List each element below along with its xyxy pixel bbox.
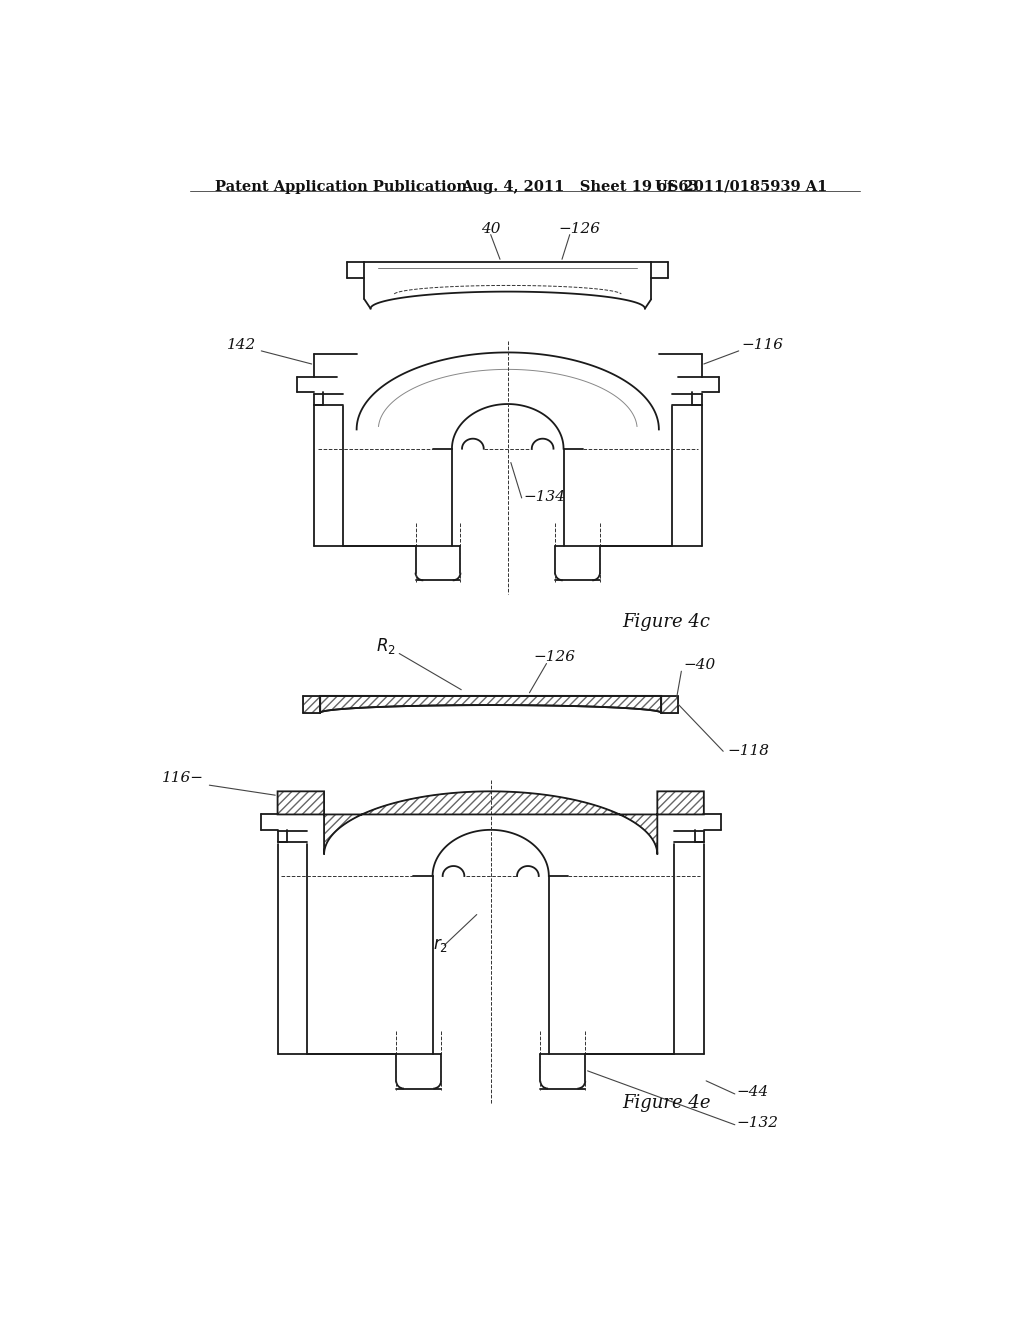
Text: −40: −40 [683, 657, 715, 672]
Text: −132: −132 [736, 1117, 778, 1130]
Text: −134: −134 [523, 490, 565, 504]
Text: Figure 4c: Figure 4c [623, 612, 711, 631]
Text: US 2011/0185939 A1: US 2011/0185939 A1 [655, 180, 827, 194]
Text: −126: −126 [534, 651, 575, 664]
Text: Patent Application Publication: Patent Application Publication [215, 180, 467, 194]
Text: Figure 4e: Figure 4e [623, 1094, 711, 1111]
Text: $r_2$: $r_2$ [432, 936, 447, 954]
Text: 116−: 116− [162, 771, 204, 785]
Text: Aug. 4, 2011   Sheet 19 of 63: Aug. 4, 2011 Sheet 19 of 63 [461, 180, 698, 194]
Text: 40: 40 [480, 222, 500, 236]
Text: $R_2$: $R_2$ [376, 636, 396, 656]
Text: −126: −126 [558, 222, 600, 236]
Text: −44: −44 [736, 1085, 769, 1100]
Text: −116: −116 [741, 338, 783, 351]
Text: 142: 142 [226, 338, 256, 351]
Text: −118: −118 [727, 744, 769, 758]
